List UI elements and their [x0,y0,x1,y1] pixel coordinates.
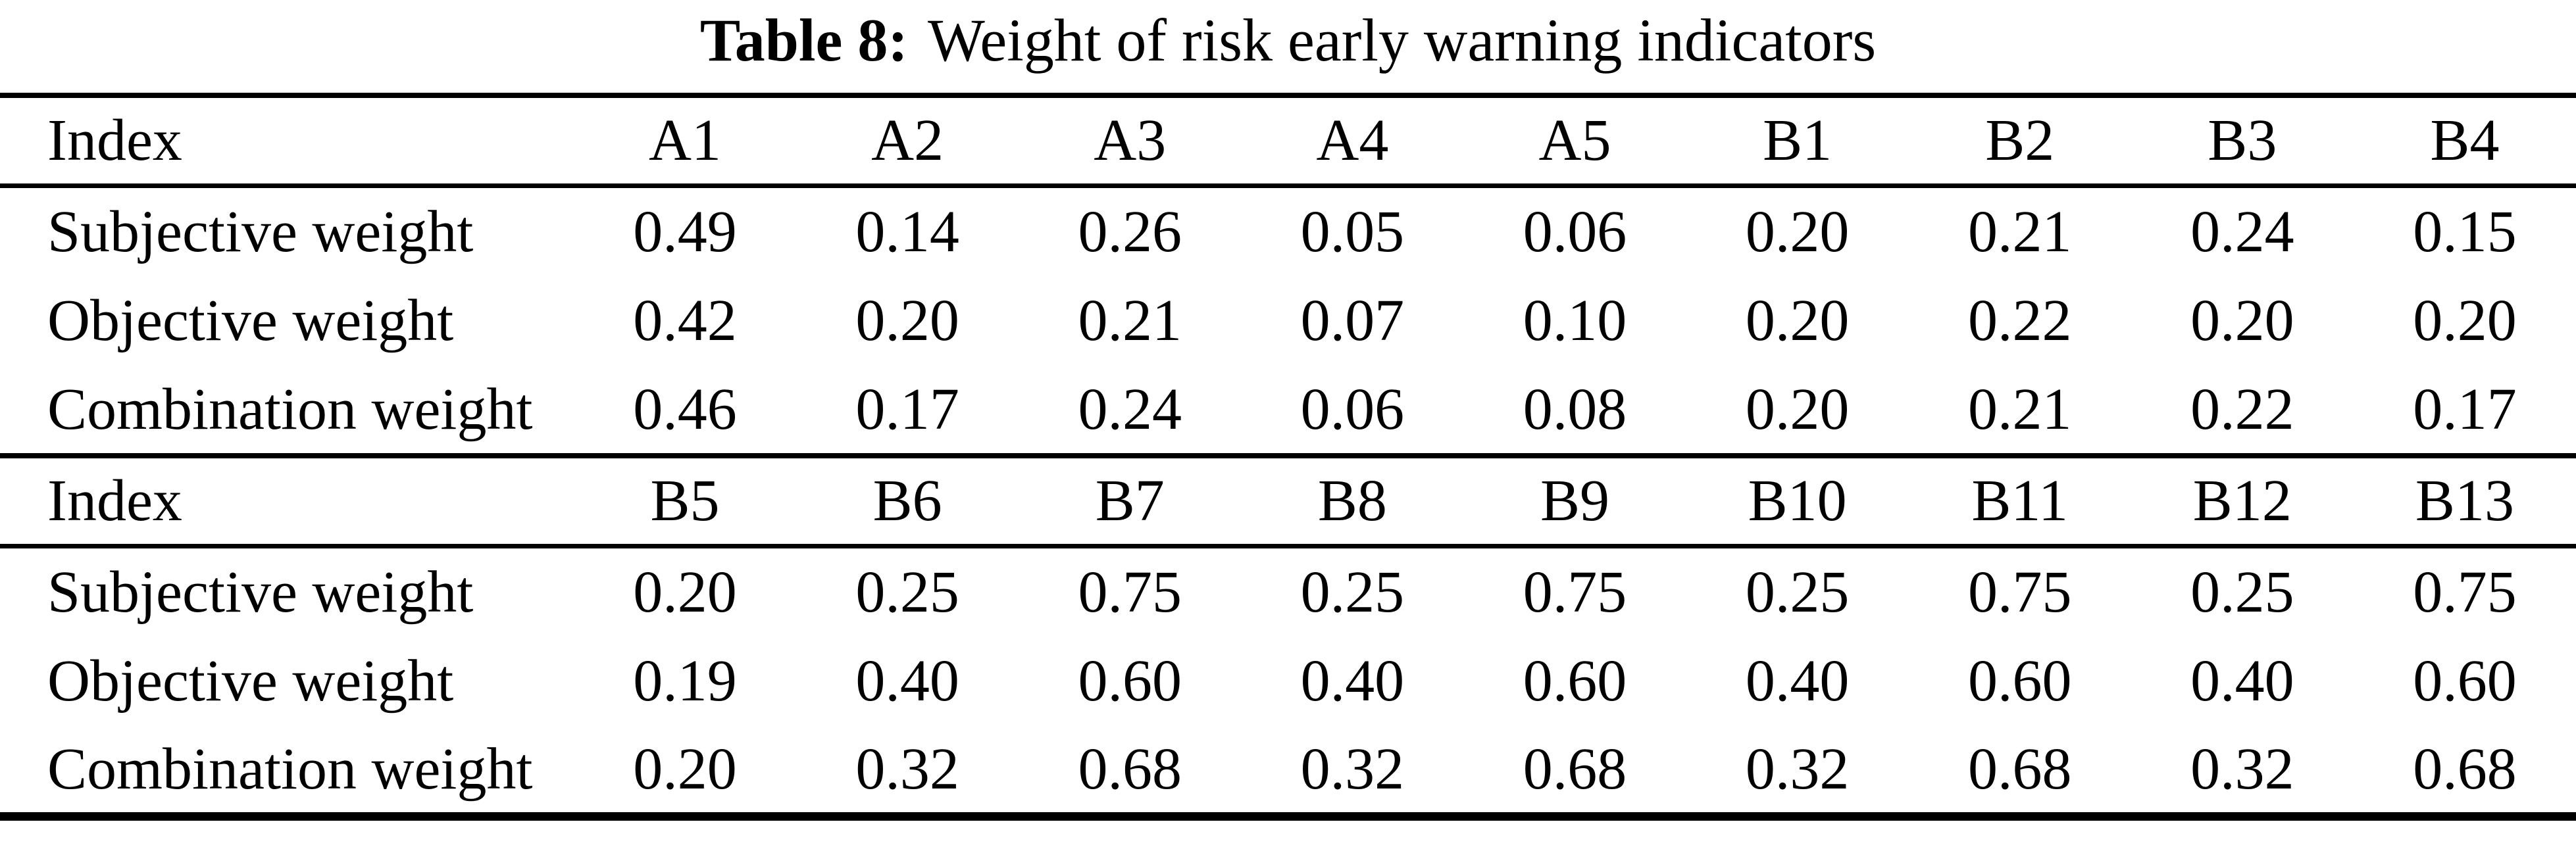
header-row: Index B5 B6 B7 B8 B9 B10 B11 B12 B13 [0,453,2576,548]
weight-value-cell: 0.17 [855,377,959,442]
weight-value-cell: 0.75 [2413,559,2517,625]
weight-value-cell: 0.60 [2413,648,2517,714]
weight-value-cell: 0.32 [2131,726,2354,821]
header-row: Index A1 A2 A3 A4 A5 B1 B2 B3 B4 [0,93,2576,188]
weight-value-cell: 0.07 [1300,288,1405,353]
weight-value-cell: 0.25 [1745,559,1850,625]
weight-value-cell: 0.32 [1241,726,1464,821]
weight-value-cell: 0.20 [1745,288,1850,353]
weight-value-cell: 0.75 [1078,559,1182,625]
weight-value-cell: 0.24 [1078,377,1182,442]
data-row: Subjective weight 0.49 0.14 0.26 0.05 0.06 0.2… [0,185,2576,276]
weight-value-cell: 0.40 [855,648,959,714]
row-label-cell: Objective weight [47,648,454,714]
weight-value-cell: 0.19 [633,648,737,714]
weight-value-cell: 0.14 [855,199,959,264]
weight-value-cell: 0.32 [1686,726,1909,821]
indicator-header-cell: A2 [796,93,1019,188]
index-header-cell: Index [0,93,574,188]
weight-value-cell: 0.21 [1967,199,2072,264]
weight-value-cell: 0.10 [1523,288,1627,353]
weight-value-cell: 0.06 [1523,199,1627,264]
weight-value-cell: 0.26 [1078,199,1182,264]
data-row: Combination weight 0.46 0.17 0.24 0.06 0.08 0.… [0,366,2576,456]
weight-value-cell: 0.21 [1078,288,1182,353]
weight-value-cell: 0.22 [1967,288,2072,353]
weight-value-cell: 0.21 [1967,377,2072,442]
indicator-header-cell: B2 [1908,93,2131,188]
indicator-header-cell: B8 [1241,453,1464,548]
weight-value-cell: 0.06 [1300,377,1405,442]
indicator-header-cell: A5 [1463,93,1686,188]
weight-value-cell: 0.20 [2413,288,2517,353]
indicator-header-cell: B3 [2131,93,2354,188]
indicator-header-cell: A1 [574,93,797,188]
weight-value-cell: 0.68 [1019,726,1242,821]
data-row: Combination weight 0.20 0.32 0.68 0.32 0.68 0.… [0,726,2576,821]
indicator-header-cell: B4 [2353,93,2576,188]
row-label-cell: Combination weight [0,726,574,821]
weight-value-cell: 0.32 [796,726,1019,821]
weight-value-cell: 0.08 [1523,377,1627,442]
weight-value-cell: 0.68 [2353,726,2576,821]
row-label-cell: Subjective weight [47,559,474,625]
weight-value-cell: 0.75 [1523,559,1627,625]
indicator-header-cell: B6 [796,453,1019,548]
weight-value-cell: 0.15 [2413,199,2517,264]
weight-value-cell: 0.20 [1745,199,1850,264]
table-caption-label: Table 8: [699,7,908,74]
weight-value-cell: 0.60 [1078,648,1182,714]
weight-value-cell: 0.20 [2190,288,2294,353]
indicator-header-cell: B13 [2353,453,2576,548]
data-row: Objective weight 0.42 0.20 0.21 0.07 0.10 0.20… [0,276,2576,366]
weight-value-cell: 0.40 [1745,648,1850,714]
weight-value-cell: 0.60 [1967,648,2072,714]
weight-value-cell: 0.25 [1300,559,1405,625]
data-row: Objective weight 0.19 0.40 0.60 0.40 0.60 0.40… [0,636,2576,726]
weight-value-cell: 0.40 [1300,648,1405,714]
weight-value-cell: 0.24 [2190,199,2294,264]
weight-value-cell: 0.22 [2190,377,2294,442]
indicator-header-cell: B11 [1908,453,2131,548]
weight-value-cell: 0.46 [633,377,737,442]
weight-value-cell: 0.68 [1908,726,2131,821]
weight-value-cell: 0.17 [2413,377,2517,442]
weight-value-cell: 0.42 [633,288,737,353]
table-caption-text: Weight of risk early warning indicators [927,7,1877,74]
weight-value-cell: 0.20 [1745,377,1850,442]
weight-value-cell: 0.40 [2190,648,2294,714]
row-label-cell: Subjective weight [47,199,474,264]
indicator-header-cell: B10 [1686,453,1909,548]
indicator-header-cell: B7 [1019,453,1242,548]
weight-value-cell: 0.25 [855,559,959,625]
weight-value-cell: 0.25 [2190,559,2294,625]
row-label-cell: Combination weight [47,377,533,442]
weight-value-cell: 0.20 [855,288,959,353]
indicator-header-cell: A3 [1019,93,1242,188]
weight-value-cell: 0.20 [633,559,737,625]
weight-value-cell: 0.20 [574,726,797,821]
index-header-cell: Index [0,453,574,548]
weight-value-cell: 0.75 [1967,559,2072,625]
indicator-header-cell: B1 [1686,93,1909,188]
data-row: Subjective weight 0.20 0.25 0.75 0.25 0.75 0.2… [0,546,2576,636]
weight-value-cell: 0.05 [1300,199,1405,264]
weights-table: Index A1 A2 A3 A4 A5 B1 B2 B3 B4 Subjective weight… [0,93,2576,821]
weight-value-cell: 0.49 [633,199,737,264]
indicator-header-cell: B5 [574,453,797,548]
indicator-header-cell: A4 [1241,93,1464,188]
indicator-header-cell: B12 [2131,453,2354,548]
row-label-cell: Objective weight [47,288,454,353]
table-caption: Table 8: Weight of risk early warning ind… [0,3,2576,78]
weight-value-cell: 0.68 [1463,726,1686,821]
weights-table-body: Index A1 A2 A3 A4 A5 B1 B2 B3 B4 Subjective weight… [0,93,2576,821]
indicator-header-cell: B9 [1463,453,1686,548]
weight-value-cell: 0.60 [1523,648,1627,714]
